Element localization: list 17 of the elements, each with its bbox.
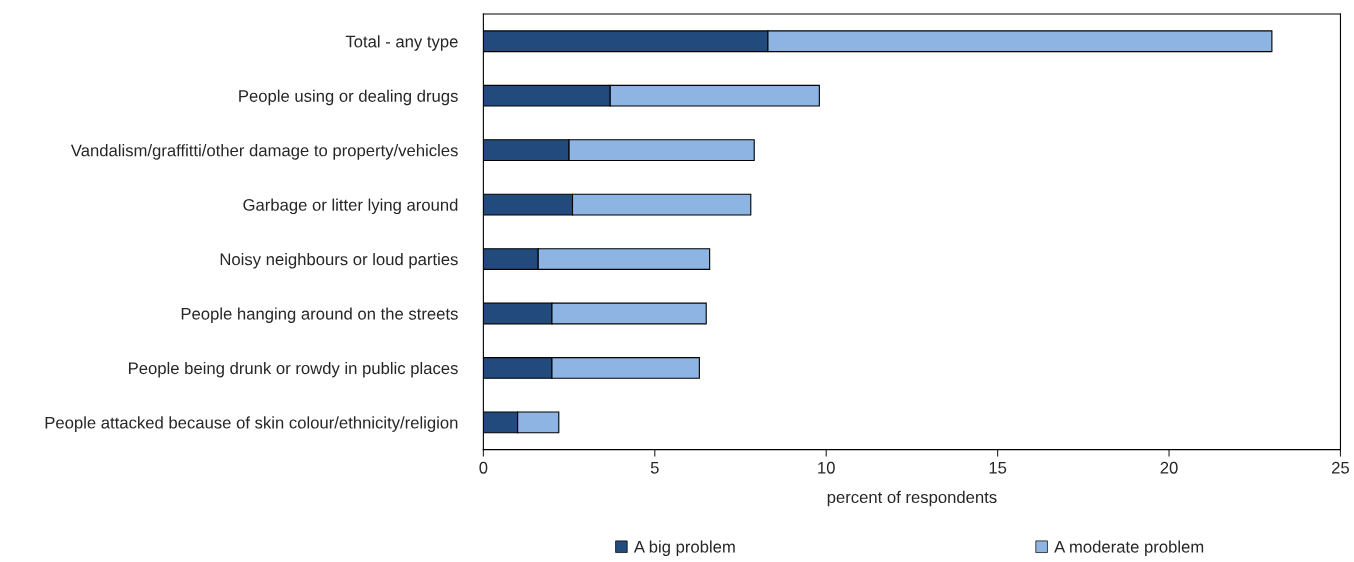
x-axis-title: percent of respondents (827, 490, 997, 507)
legend-label: A moderate problem (1054, 540, 1204, 557)
y-tick-label: People using or dealing drugs (239, 89, 458, 106)
y-tick-label: People hanging around on the streets (181, 307, 458, 323)
y-tick-label: Vandalism/graffitti/other damage to property/vehicles (70, 144, 458, 160)
x-tick-label: 5 (650, 462, 659, 474)
x-tick-label: 15 (989, 462, 1007, 474)
x-tick-label: 0 (479, 461, 488, 474)
legend-label: A big problem (633, 540, 735, 557)
x-tick-label: 10 (818, 461, 835, 474)
x-tick-label: 25 (1332, 461, 1350, 474)
y-tick-label: People being drunk or rowdy in public places (129, 361, 458, 378)
y-tick-label: Noisy neighbours or loud parties (220, 253, 458, 269)
y-tick-label: Garbage or litter lying around (243, 198, 458, 215)
y-tick-label: Total - any type (345, 35, 458, 51)
x-tick-label: 20 (1160, 461, 1178, 474)
y-tick-label: People attacked because of skin colour/ethnicity/religion (45, 416, 458, 432)
